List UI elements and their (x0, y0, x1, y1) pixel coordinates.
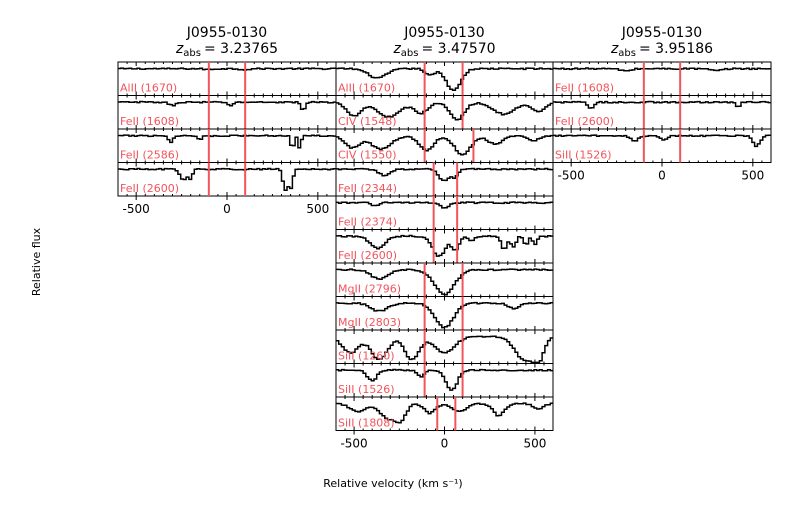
ion-label: FeII (2374) (338, 216, 397, 229)
x-tick-label: 500 (741, 169, 764, 183)
spectrum-row: FeII (2600) (552, 95, 772, 130)
spectrum-line (553, 134, 771, 148)
spectrum-row: CIV (1550) (335, 128, 554, 163)
x-axis-label: Relative velocity (km s⁻¹) (323, 477, 462, 490)
spectrum-line (336, 402, 553, 424)
spectrum-line (118, 100, 336, 110)
x-tick-label: -500 (558, 169, 585, 183)
ion-label: FeII (2586) (120, 149, 179, 162)
ion-label: CIV (1548) (338, 115, 397, 128)
ion-label: SiII (1808) (338, 417, 395, 430)
spectrum-line (118, 167, 336, 191)
spectrum-row: SiII (1260) (335, 329, 554, 364)
ion-label: SiII (1526) (555, 149, 612, 162)
spectrum-line (336, 335, 553, 364)
panel-redshift: zabs = 3.47570 (392, 41, 495, 59)
ion-label: SiII (1526) (338, 383, 395, 396)
spectrum-line (336, 301, 553, 329)
spectrum-row: FeII (2344) (335, 162, 554, 197)
spectrum-row: FeII (2374) (335, 195, 554, 230)
x-tick-label: 0 (441, 437, 449, 451)
spectrum-row: FeII (1608) (117, 95, 337, 130)
spectrum-row: AlII (1670) (335, 61, 554, 96)
spectrum-line (336, 134, 553, 156)
x-tick-label: 500 (306, 202, 329, 216)
x-tick-label: 0 (223, 202, 231, 216)
panel-redshift: zabs = 3.23765 (175, 41, 278, 59)
spectrum-row: SiII (1526) (335, 363, 554, 398)
spectrum-row: FeII (2600) (335, 229, 554, 264)
spectrum-row: AlII (1670) (117, 61, 337, 96)
spectrum-row: SiII (1808) (335, 396, 554, 431)
ion-label: FeII (2344) (338, 182, 397, 195)
ion-label: FeII (2600) (120, 182, 179, 195)
spectrum-line (336, 67, 553, 92)
spectrum-row: FeII (2600) (117, 162, 337, 197)
spectrum-row: CIV (1548) (335, 95, 554, 130)
spectrum-row: FeII (1608) (552, 61, 772, 96)
ion-label: MgII (2796) (338, 283, 401, 296)
panel-title: J0955-0130 (186, 25, 267, 41)
spectrum-line (118, 134, 336, 149)
spectrum-row: SiII (1526) (552, 128, 772, 163)
panel-title: J0955-0130 (621, 25, 702, 41)
spectrum-line (336, 368, 553, 391)
spectrum-row: FeII (2586) (117, 128, 337, 163)
ion-label: MgII (2803) (338, 316, 401, 329)
ion-label: FeII (1608) (120, 115, 179, 128)
spectrum-line (336, 268, 553, 296)
x-tick-label: 500 (523, 437, 546, 451)
spectrum-line (336, 234, 553, 257)
x-tick-label: -500 (123, 202, 150, 216)
spectrum-row: MgII (2803) (335, 296, 554, 331)
ion-label: SiII (1260) (338, 350, 395, 363)
spectrum-line (553, 100, 771, 109)
spectrum-line (336, 201, 553, 209)
ion-label: AlII (1670) (120, 82, 177, 95)
spectrum-line (118, 67, 336, 71)
ion-label: CIV (1550) (338, 149, 397, 162)
ion-label: FeII (2600) (338, 249, 397, 262)
ion-label: FeII (2600) (555, 115, 614, 128)
spectrum-row: MgII (2796) (335, 262, 554, 297)
x-tick-label: -500 (340, 437, 367, 451)
y-axis-label: Relative flux (30, 227, 43, 296)
x-tick-label: 0 (658, 169, 666, 183)
spectrum-line (336, 102, 553, 121)
ion-label: FeII (1608) (555, 82, 614, 95)
spectrum-line (553, 67, 771, 72)
panel-redshift: zabs = 3.95186 (610, 41, 713, 59)
spectrum-line (336, 167, 553, 182)
ion-label: AlII (1670) (338, 82, 395, 95)
panel-title: J0955-0130 (403, 25, 484, 41)
